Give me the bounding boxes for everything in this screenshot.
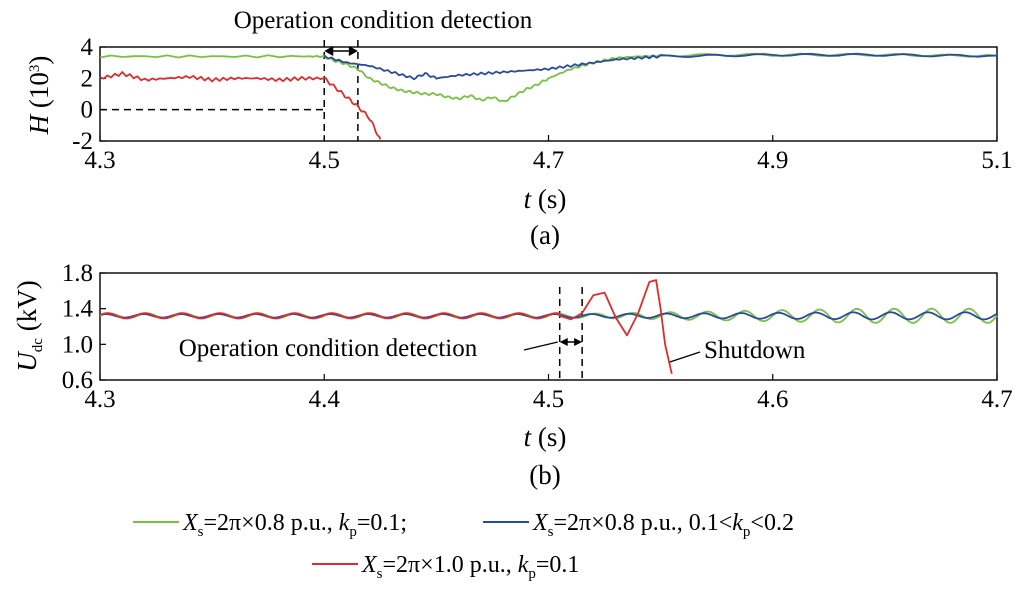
x-tick-label: 4.6 xyxy=(757,386,788,413)
series-line-blue xyxy=(323,52,998,81)
y-tick-label: -2 xyxy=(72,128,93,155)
x-axis-label: t (s) xyxy=(524,422,567,452)
y-tick-label: 1.8 xyxy=(62,260,93,287)
y-tick-label: 4 xyxy=(81,34,94,61)
annotation-leader xyxy=(523,341,558,351)
series-line-green xyxy=(99,52,998,103)
x-tick-label: 4.5 xyxy=(309,147,340,174)
x-tick-label: 4.4 xyxy=(309,386,341,413)
x-tick-label: 4.5 xyxy=(533,386,564,413)
y-tick-label: 2 xyxy=(81,65,94,92)
shutdown-leader xyxy=(669,351,701,363)
subplot-b: 4.3 4.4 4.5 4.6 4.7 1.8 1.4 1.0 0.6 Operation con… xyxy=(12,260,1013,490)
annotation-text: Operation condition detection xyxy=(179,335,478,362)
arrow-head-right xyxy=(348,46,358,56)
arrow-head-left xyxy=(559,338,568,346)
y-axis-label: H (103) xyxy=(24,56,54,136)
x-tick-label: 4.3 xyxy=(84,386,115,413)
y-tick-label: 0 xyxy=(81,97,94,124)
plot-frame xyxy=(99,272,998,381)
annotation-text: Operation condition detection xyxy=(234,7,533,34)
arrow-head-left xyxy=(324,46,334,56)
arrow-head-right xyxy=(574,338,583,346)
subplot-caption: (b) xyxy=(529,460,560,490)
x-tick-label: 4.3 xyxy=(84,147,115,174)
y-tick-label: 1.0 xyxy=(62,331,93,358)
x-tick-label: 4.7 xyxy=(533,147,564,174)
y-tick-label: 0.6 xyxy=(62,367,93,394)
legend-entry-red: Xs=2π×1.0 p.u., kp=0.1 xyxy=(361,552,579,582)
plot-frame xyxy=(99,46,998,142)
x-tick-label: 4.7 xyxy=(981,386,1012,413)
subplot-caption: (a) xyxy=(530,220,560,250)
y-axis-label: Udc (kV) xyxy=(12,280,46,371)
legend-entry-green: Xs=2π×0.8 p.u., kp=0.1; xyxy=(182,510,407,540)
x-tick-label: 5.1 xyxy=(981,147,1012,174)
shutdown-label: Shutdown xyxy=(704,337,806,364)
legend-entry-blue: Xs=2π×0.8 p.u., 0.1<kp<0.2 xyxy=(532,510,794,540)
subplot-a: 4.3 4.5 4.7 4.9 5.1 4 2 0 -2 Operation condition … xyxy=(24,7,1013,250)
series-line-red xyxy=(99,279,673,374)
x-tick-label: 4.9 xyxy=(757,147,788,174)
y-tick-label: 1.4 xyxy=(62,296,94,323)
series-line-red xyxy=(99,71,382,140)
legend: Xs=2π×0.8 p.u., kp=0.1; Xs=2π×0.8 p.u., 0… xyxy=(133,510,794,582)
x-axis-label: t (s) xyxy=(524,184,567,214)
